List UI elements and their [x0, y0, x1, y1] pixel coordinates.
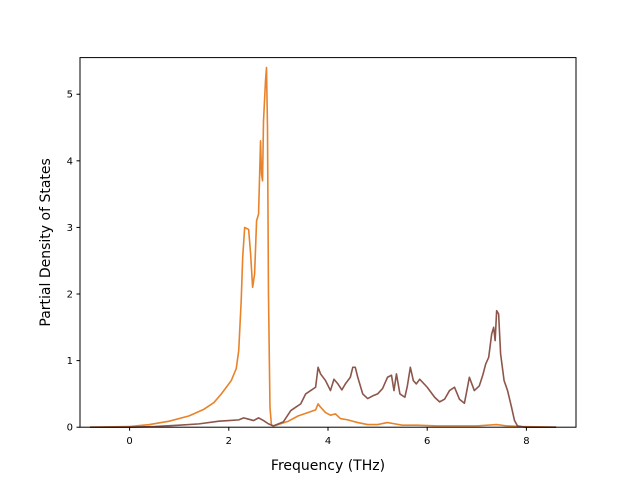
- series-line-2: [89, 309, 557, 429]
- x-tick-label: 6: [424, 436, 430, 447]
- y-tick-label: 4: [67, 156, 73, 167]
- x-tick-label: 2: [226, 436, 232, 447]
- y-axis-label: Partial Density of States: [38, 158, 54, 326]
- x-axis-ticks: 0 2 4 6 8: [126, 427, 530, 447]
- y-tick-label: 5: [67, 90, 73, 101]
- x-tick-label: 8: [523, 436, 529, 447]
- x-tick-label: 4: [325, 436, 331, 447]
- y-tick-label: 0: [67, 423, 73, 434]
- plot-frame: [79, 57, 577, 428]
- y-tick-label: 1: [67, 356, 73, 367]
- y-axis-ticks: 0 1 2 3 4 5: [67, 90, 80, 434]
- y-tick-label: 2: [67, 290, 73, 301]
- x-axis-label: Frequency (THz): [271, 458, 385, 474]
- x-tick-label: 0: [126, 436, 132, 447]
- series-lines: [89, 66, 557, 429]
- series-line-1: [89, 66, 557, 428]
- y-tick-label: 3: [67, 223, 73, 234]
